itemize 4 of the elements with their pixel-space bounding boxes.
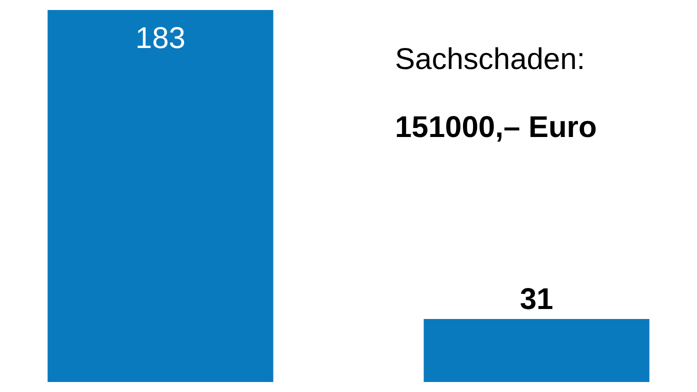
data-label: 183 [135, 22, 186, 55]
annotation: Sachschaden: [395, 43, 586, 76]
annotation: 151000,– Euro [395, 111, 597, 144]
data-label: 31 [520, 282, 554, 316]
